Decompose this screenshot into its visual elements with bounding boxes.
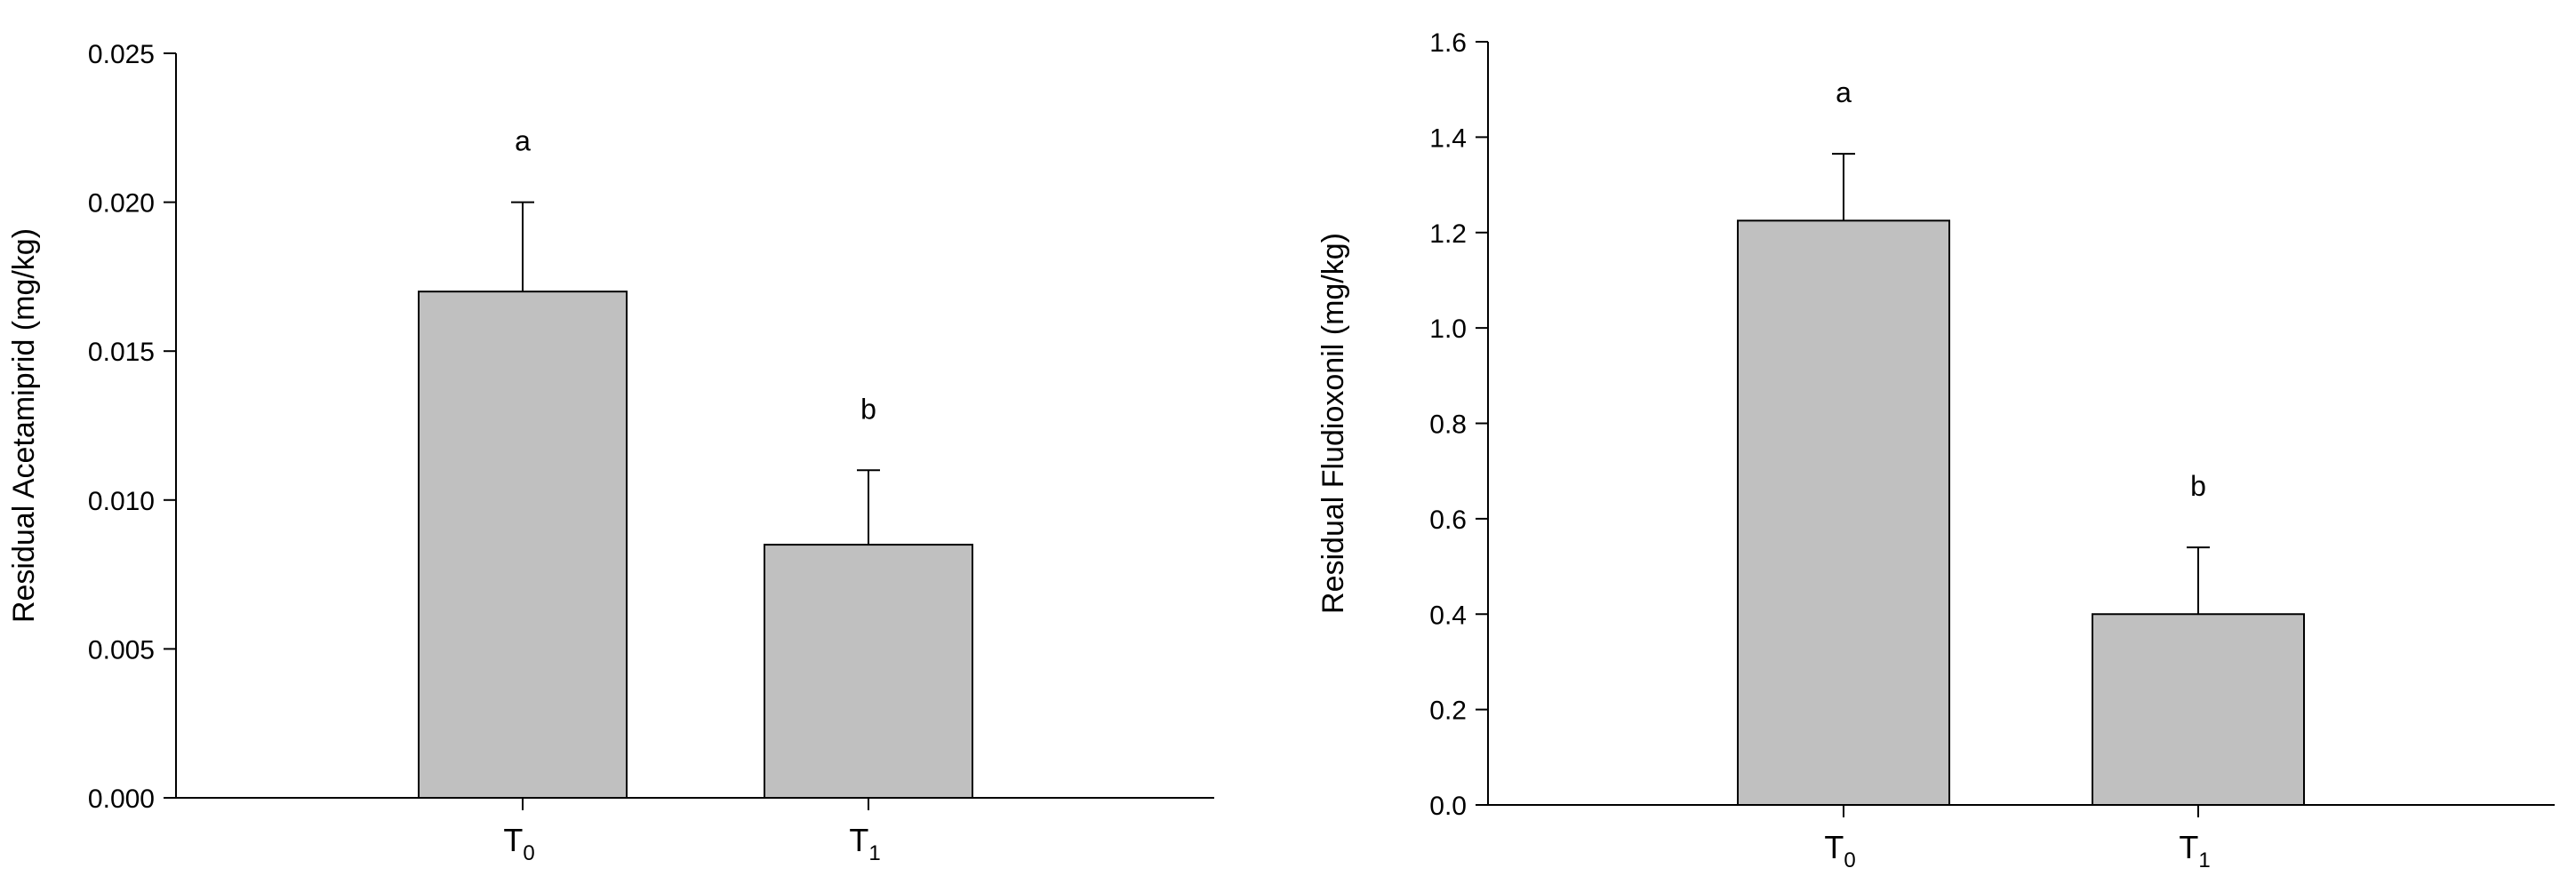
- fludioxonil-x-tick-label-1: T1: [2179, 829, 2210, 872]
- acetamiprid-x-tick-label-base: T: [503, 822, 523, 858]
- acetamiprid-x-tick-label-base: T: [849, 822, 868, 858]
- fludioxonil-x-tick-label-sub: 1: [2198, 848, 2210, 872]
- fludioxonil-y-tick-label: 1.4: [1429, 123, 1467, 153]
- fludioxonil-bar-chart: 0.0 0.2 0.4 0.6 0.8 1.0 1.2 1.4 1.6 Residual Flud…: [1316, 28, 2555, 872]
- acetamiprid-y-tick-label: 0.010: [88, 487, 155, 516]
- fludioxonil-x-tick-label-base: T: [1824, 829, 1844, 865]
- fludioxonil-x-tick-label-base: T: [2179, 829, 2198, 865]
- acetamiprid-y-tick-label: 0.015: [88, 338, 155, 367]
- acetamiprid-y-axis-label: Residual Acetamiprid (mg/kg): [7, 228, 41, 623]
- fludioxonil-significance-label-1: b: [2190, 470, 2206, 502]
- acetamiprid-significance-label-0: a: [515, 125, 531, 157]
- acetamiprid-y-tick-label: 0.020: [88, 189, 155, 219]
- fludioxonil-y-tick-label: 1.2: [1429, 219, 1467, 249]
- fludioxonil-y-tick-label: 1.6: [1429, 28, 1467, 58]
- fludioxonil-y-axis-label: Residual Fludioxonil (mg/kg): [1316, 233, 1350, 614]
- fludioxonil-bar-1: [2092, 613, 2305, 806]
- fludioxonil-y-tick-label: 0.0: [1429, 792, 1467, 821]
- fludioxonil-x-tick-label-0: T0: [1824, 829, 1855, 872]
- acetamiprid-significance-label-1: b: [860, 393, 876, 425]
- acetamiprid-x-tick-label-0: T0: [503, 822, 534, 865]
- fludioxonil-y-tick-label: 0.2: [1429, 697, 1467, 726]
- acetamiprid-chart-panel: 0.000 0.005 0.010 0.015 0.020 0.025 Residual A…: [7, 40, 1214, 865]
- fludioxonil-chart-panel: 0.0 0.2 0.4 0.6 0.8 1.0 1.2 1.4 1.6 Residual Flud…: [1288, 0, 2576, 892]
- acetamiprid-x-tick-label-sub: 0: [523, 841, 534, 865]
- acetamiprid-bar-0: [418, 291, 628, 800]
- acetamiprid-x-tick-label-sub: 1: [868, 841, 880, 865]
- fludioxonil-significance-label-0: a: [1836, 76, 1852, 108]
- acetamiprid-x-tick-label-1: T1: [849, 822, 880, 865]
- acetamiprid-bar-1: [764, 544, 973, 800]
- acetamiprid-y-tick-label: 0.000: [88, 784, 155, 814]
- fludioxonil-y-tick-label: 0.8: [1429, 410, 1467, 440]
- fludioxonil-y-tick-label: 1.0: [1429, 315, 1467, 344]
- fludioxonil-x-tick-label-sub: 0: [1844, 848, 1855, 872]
- acetamiprid-y-tick-label: 0.005: [88, 635, 155, 665]
- acetamiprid-y-tick-label: 0.025: [88, 40, 155, 69]
- fludioxonil-bar-0: [1737, 219, 1950, 806]
- fludioxonil-y-tick-label: 0.4: [1429, 601, 1467, 630]
- fludioxonil-y-tick-label: 0.6: [1429, 506, 1467, 535]
- acetamiprid-bar-chart: 0.000 0.005 0.010 0.015 0.020 0.025 Residual A…: [7, 40, 1214, 865]
